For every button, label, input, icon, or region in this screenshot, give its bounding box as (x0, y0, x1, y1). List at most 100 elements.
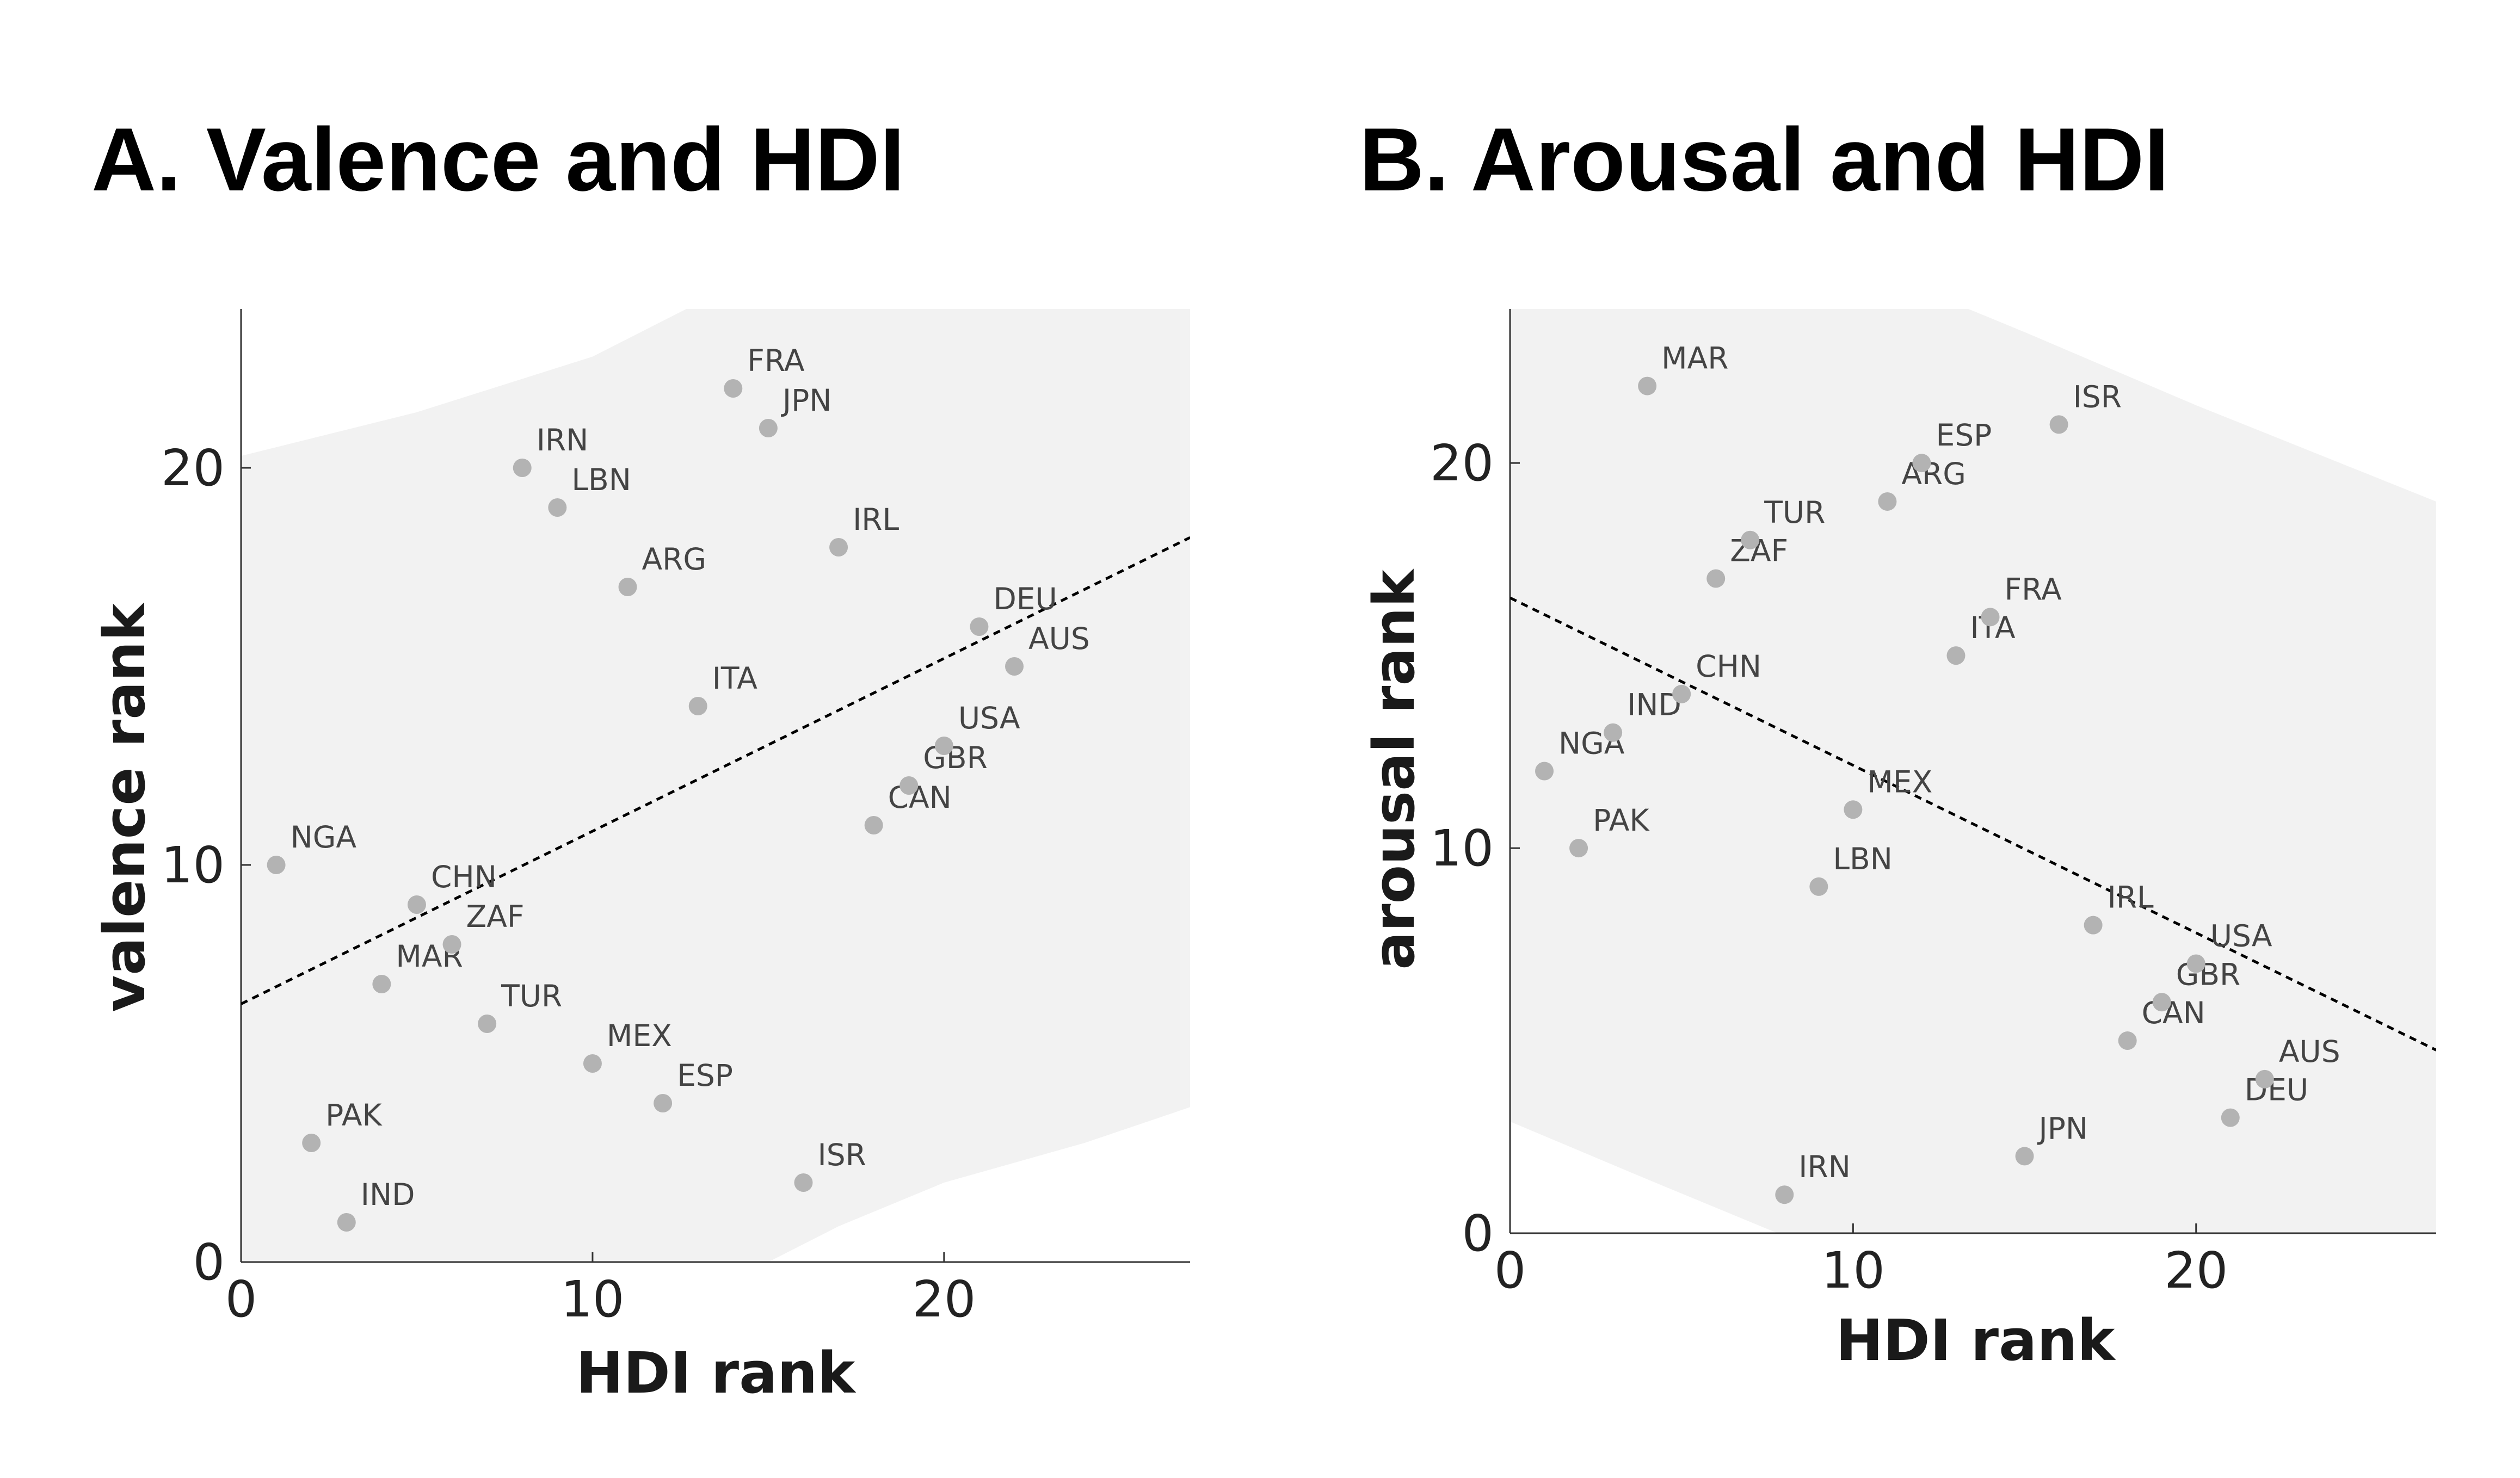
point-label-chn: CHN (431, 859, 497, 894)
point-gbr (899, 776, 919, 795)
regression-line (241, 536, 1190, 1005)
point-label-lbn: LBN (571, 462, 631, 497)
point-label-gbr: GBR (923, 740, 988, 775)
point-can (864, 816, 883, 834)
point-ind (337, 1213, 356, 1232)
point-label-jpn: JPN (781, 383, 832, 418)
point-irn (1775, 1185, 1794, 1204)
point-label-isr: ISR (817, 1137, 866, 1172)
point-deu (970, 617, 989, 636)
point-label-isr: ISR (2073, 379, 2122, 414)
point-can (2118, 1031, 2137, 1050)
point-jpn (2015, 1147, 2034, 1166)
point-label-ita: ITA (712, 661, 758, 696)
point-label-ind: IND (1627, 688, 1681, 722)
point-arg (618, 578, 637, 596)
point-zaf (442, 935, 461, 954)
point-tur (1741, 530, 1760, 549)
point-label-esp: ESP (1936, 418, 1992, 453)
point-label-jpn: JPN (2037, 1111, 2088, 1146)
point-label-tur: TUR (501, 979, 562, 1013)
y-tick-label: 10 (1430, 819, 1494, 877)
point-label-irn: IRN (537, 423, 589, 457)
point-zaf (1706, 569, 1726, 588)
point-usa (934, 737, 953, 755)
point-irl (2084, 916, 2103, 935)
point-ita (688, 697, 707, 715)
panel-a-x-axis-title: HDI rank (576, 1340, 857, 1406)
point-label-chn: CHN (1696, 649, 1761, 684)
point-label-mex: MEX (1867, 764, 1932, 799)
point-mar (1638, 376, 1657, 395)
point-label-mex: MEX (607, 1018, 672, 1053)
y-tick-label: 0 (1462, 1204, 1494, 1263)
point-label-arg: ARG (1901, 456, 1966, 491)
point-nga (267, 856, 286, 874)
point-label-aus: AUS (1028, 621, 1090, 656)
point-fra (724, 379, 743, 398)
panel-arousal-hdi: B. Arousal and HDI 0 10 2001020NGAPAKINDMA… (1359, 109, 2436, 1374)
point-mar (372, 975, 391, 993)
point-arg (1878, 492, 1897, 511)
y-tick-label: 10 (161, 836, 225, 894)
point-jpn (759, 419, 778, 437)
point-aus (2255, 1069, 2274, 1089)
point-label-lbn: LBN (1833, 842, 1893, 876)
x-tick-label: 20 (2164, 1241, 2228, 1300)
panel-b-y-axis-title: arousal rank (1361, 568, 1427, 969)
point-usa (2186, 954, 2205, 973)
point-ita (1946, 646, 1966, 665)
point-label-ind: IND (361, 1177, 415, 1212)
point-label-mar: MAR (1661, 341, 1728, 376)
panel-a-y-axis-title: valence rank (91, 602, 158, 1012)
y-tick-label: 20 (161, 439, 225, 497)
point-label-nga: NGA (291, 820, 357, 855)
point-pak (302, 1134, 321, 1152)
point-label-irl: IRL (2108, 880, 2154, 915)
x-tick-label: 0 (1494, 1241, 1526, 1300)
point-esp (654, 1094, 673, 1112)
point-label-irn: IRN (1798, 1149, 1851, 1184)
point-label-fra: FRA (2005, 572, 2062, 607)
point-label-irl: IRL (853, 502, 899, 537)
x-tick-label: 0 (225, 1270, 257, 1328)
x-tick-label: 20 (912, 1270, 976, 1328)
regression-line (1510, 596, 2436, 1052)
point-label-deu: DEU (2245, 1073, 2308, 1108)
x-tick-label: 10 (560, 1270, 624, 1328)
point-isr (2049, 415, 2068, 434)
point-lbn (1809, 877, 1828, 896)
panel-b-title: B. Arousal and HDI (1359, 109, 2169, 209)
point-chn (407, 895, 426, 914)
y-tick-label: 0 (193, 1233, 225, 1291)
point-aus (1005, 657, 1024, 676)
point-ind (1604, 723, 1623, 742)
panel-a-title: A. Valence and HDI (91, 109, 905, 209)
confidence-band (241, 309, 1190, 1262)
point-label-usa: USA (958, 701, 1020, 735)
point-label-arg: ARG (642, 542, 706, 577)
point-irn (513, 459, 532, 477)
point-label-can: CAN (2142, 995, 2205, 1030)
point-label-aus: AUS (2279, 1034, 2340, 1069)
point-label-fra: FRA (747, 343, 805, 378)
point-label-deu: DEU (993, 582, 1057, 616)
point-label-zaf: ZAF (466, 899, 525, 934)
point-pak (1569, 839, 1588, 858)
point-label-can: CAN (888, 780, 952, 815)
point-fra (1981, 608, 2000, 627)
panel-valence-hdi: A. Valence and HDI 0 10 2001020NGAPAKINDMA… (91, 109, 1190, 1406)
point-label-tur: TUR (1764, 495, 1825, 530)
point-nga (1535, 762, 1554, 781)
panel-a-plot-area: 0 10 2001020NGAPAKINDMARCHNZAFTURIRNLBNMEX… (161, 309, 1190, 1328)
point-label-usa: USA (2210, 918, 2272, 953)
point-esp (1912, 454, 1931, 473)
point-label-gbr: GBR (2176, 957, 2241, 992)
point-irl (829, 538, 848, 556)
point-lbn (548, 498, 567, 517)
point-label-pak: PAK (1593, 803, 1650, 838)
point-tur (478, 1015, 497, 1033)
point-label-esp: ESP (677, 1058, 733, 1093)
panel-b-x-axis-title: HDI rank (1836, 1307, 2117, 1374)
